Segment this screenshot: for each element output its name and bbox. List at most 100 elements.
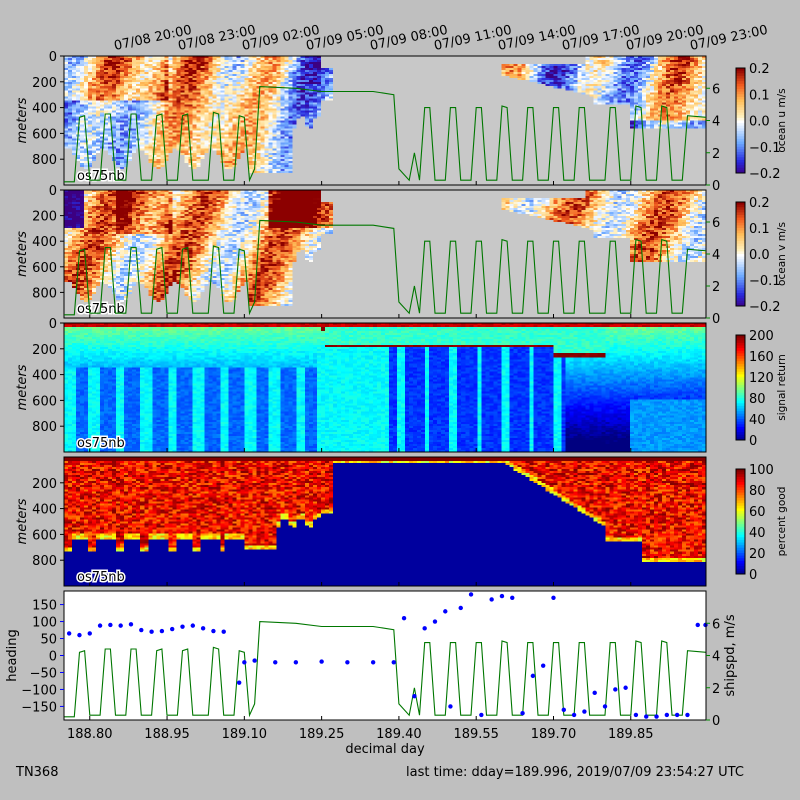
colorbar-segment xyxy=(736,505,745,509)
colorbar-segment xyxy=(736,89,745,93)
colorbar-tick-label: −0.1 xyxy=(749,141,781,156)
colorbar-segment xyxy=(736,353,745,357)
depth-tick-label: 400 xyxy=(32,503,57,518)
speed-tick-label: 0 xyxy=(712,714,720,729)
colorbar-segment xyxy=(736,374,745,378)
colorbar-segment xyxy=(736,78,745,82)
colorbar-tick-label: −0.2 xyxy=(749,167,781,182)
colorbar-tick-label: 0.1 xyxy=(749,88,770,103)
colorbar-tick-label: −0.2 xyxy=(749,300,781,315)
depth-tick-label: 400 xyxy=(32,102,57,117)
colorbar-segment xyxy=(736,128,745,132)
heading-point xyxy=(703,622,708,628)
colorbar-segment xyxy=(736,241,745,245)
heading-tick-label: 50 xyxy=(40,633,57,648)
x-tick-label: 189.25 xyxy=(299,727,345,742)
colorbar-segment xyxy=(736,165,745,169)
heading-point xyxy=(489,597,494,602)
depth-axis-label: meters xyxy=(15,364,30,410)
colorbar-segment xyxy=(736,125,745,129)
x-tick-label: 189.10 xyxy=(222,727,268,742)
colorbar-segment xyxy=(736,287,745,291)
colorbar-tick-label: 100 xyxy=(749,463,774,478)
colorbar-segment xyxy=(736,228,745,232)
colorbar-segment xyxy=(736,426,745,430)
speed-tick-label: 4 xyxy=(712,248,720,263)
colorbar-segment xyxy=(736,342,745,346)
colorbar-tick-label: 0 xyxy=(749,568,757,583)
depth-tick-label: 400 xyxy=(32,369,57,384)
colorbar-tick-label: −0.1 xyxy=(749,274,781,289)
colorbar-segment xyxy=(736,96,745,100)
colorbar-segment xyxy=(736,285,745,289)
colorbar-segment xyxy=(736,115,745,119)
colorbar-segment xyxy=(736,282,745,286)
colorbar-tick-label: 0.2 xyxy=(749,196,770,211)
colorbar-segment xyxy=(736,503,745,507)
colorbar-segment xyxy=(736,146,745,150)
depth-tick-label: 0 xyxy=(49,184,57,199)
heading-point xyxy=(510,595,515,600)
speed-tick-label: 4 xyxy=(712,650,720,665)
colorbar-segment xyxy=(736,102,745,106)
heading-point xyxy=(149,629,154,634)
colorbar-segment xyxy=(736,400,745,404)
x-tick-label: 188.80 xyxy=(67,727,113,742)
colorbar-segment xyxy=(736,225,745,229)
colorbar-segment xyxy=(736,303,745,307)
colorbar-tick-label: 80 xyxy=(749,392,766,407)
colorbar-segment xyxy=(736,482,745,486)
colorbar-segment xyxy=(736,269,745,273)
heading-point xyxy=(180,624,185,629)
colorbar-segment xyxy=(736,547,745,551)
colorbar-segment xyxy=(736,387,745,391)
ship-speed-line xyxy=(64,219,707,316)
colorbar-segment xyxy=(736,553,745,557)
colorbar-segment xyxy=(736,154,745,158)
colorbar-segment xyxy=(736,246,745,250)
colorbar-segment xyxy=(736,369,745,373)
colorbar-segment xyxy=(736,162,745,166)
colorbar-segment xyxy=(736,259,745,263)
colorbar-segment xyxy=(736,350,745,354)
colorbar-segment xyxy=(736,261,745,265)
colorbar-segment xyxy=(736,550,745,554)
colorbar-segment xyxy=(736,358,745,362)
colorbar-segment xyxy=(736,91,745,95)
colorbar-segment xyxy=(736,490,745,494)
depth-tick-label: 600 xyxy=(32,394,57,409)
heading-point xyxy=(551,595,556,600)
heading-point xyxy=(293,660,299,665)
colorbar-segment xyxy=(736,495,745,499)
colorbar-segment xyxy=(736,363,745,367)
colorbar-segment xyxy=(736,516,745,520)
colorbar-segment xyxy=(736,476,745,480)
heading-point xyxy=(97,623,103,628)
colorbar-tick-label: 60 xyxy=(749,505,766,520)
depth-tick-label: 200 xyxy=(32,76,57,91)
colorbar-tick-label: 0.1 xyxy=(749,222,770,237)
heading-point xyxy=(211,628,216,634)
heading-point xyxy=(499,593,505,599)
colorbar-segment xyxy=(736,390,745,394)
colorbar-segment xyxy=(736,86,745,90)
colorbar-segment xyxy=(736,73,745,77)
colorbar-segment xyxy=(736,337,745,341)
colorbar-frame xyxy=(735,334,746,441)
last-time-label: last time: dday=189.996, 2019/07/09 23:5… xyxy=(406,765,744,780)
colorbar-segment xyxy=(736,345,745,349)
colorbar-segment xyxy=(736,469,745,473)
colorbar-segment xyxy=(736,424,745,428)
heading-point xyxy=(139,627,144,633)
colorbar-segment xyxy=(736,159,745,163)
colorbar-segment xyxy=(736,560,745,564)
colorbar-segment xyxy=(736,243,745,247)
heading-point xyxy=(443,609,448,614)
colorbar-segment xyxy=(736,202,745,206)
colorbar-segment xyxy=(736,563,745,567)
heading-point xyxy=(520,711,525,716)
depth-tick-label: 200 xyxy=(32,477,57,492)
colorbar-segment xyxy=(736,149,745,153)
depth-axis-label: meters xyxy=(15,231,30,277)
